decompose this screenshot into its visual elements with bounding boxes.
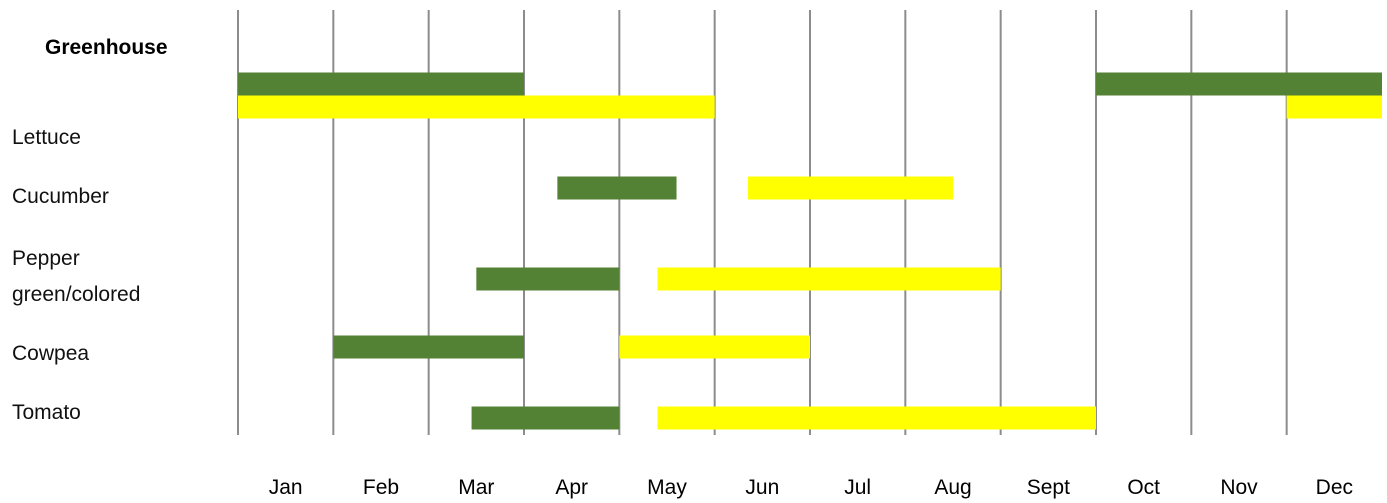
row-label: Tomato — [12, 401, 81, 424]
row-label: Cowpea — [12, 342, 90, 365]
x-tick-label: Jul — [844, 476, 872, 499]
x-tick-label: May — [647, 476, 687, 499]
x-tick-label: Aug — [934, 476, 972, 499]
row-label: Cucumber — [12, 185, 109, 208]
bar — [657, 406, 1096, 430]
x-tick-label: Nov — [1220, 476, 1258, 499]
bar — [471, 406, 620, 430]
chart-title: Greenhouse — [45, 36, 168, 59]
bar — [748, 176, 953, 200]
bar — [557, 176, 677, 200]
x-tick-label: Apr — [555, 476, 588, 499]
bar — [238, 72, 524, 96]
x-tick-label: Jan — [268, 476, 303, 499]
x-tick-label: Mar — [458, 476, 495, 499]
bar — [657, 267, 1001, 291]
x-tick-label: Sept — [1026, 476, 1070, 499]
bar — [333, 335, 524, 359]
bar — [238, 95, 715, 119]
bar — [619, 335, 810, 359]
bar — [476, 267, 620, 291]
bar — [1286, 95, 1382, 119]
x-tick-label: Oct — [1127, 476, 1160, 499]
bar — [1096, 72, 1382, 96]
x-tick-label: Dec — [1315, 476, 1354, 499]
row-label: Lettuce — [12, 126, 81, 149]
x-tick-label: Jun — [745, 476, 780, 499]
x-tick-label: Feb — [362, 476, 400, 499]
row-label: Pepper green/colored — [12, 247, 141, 306]
